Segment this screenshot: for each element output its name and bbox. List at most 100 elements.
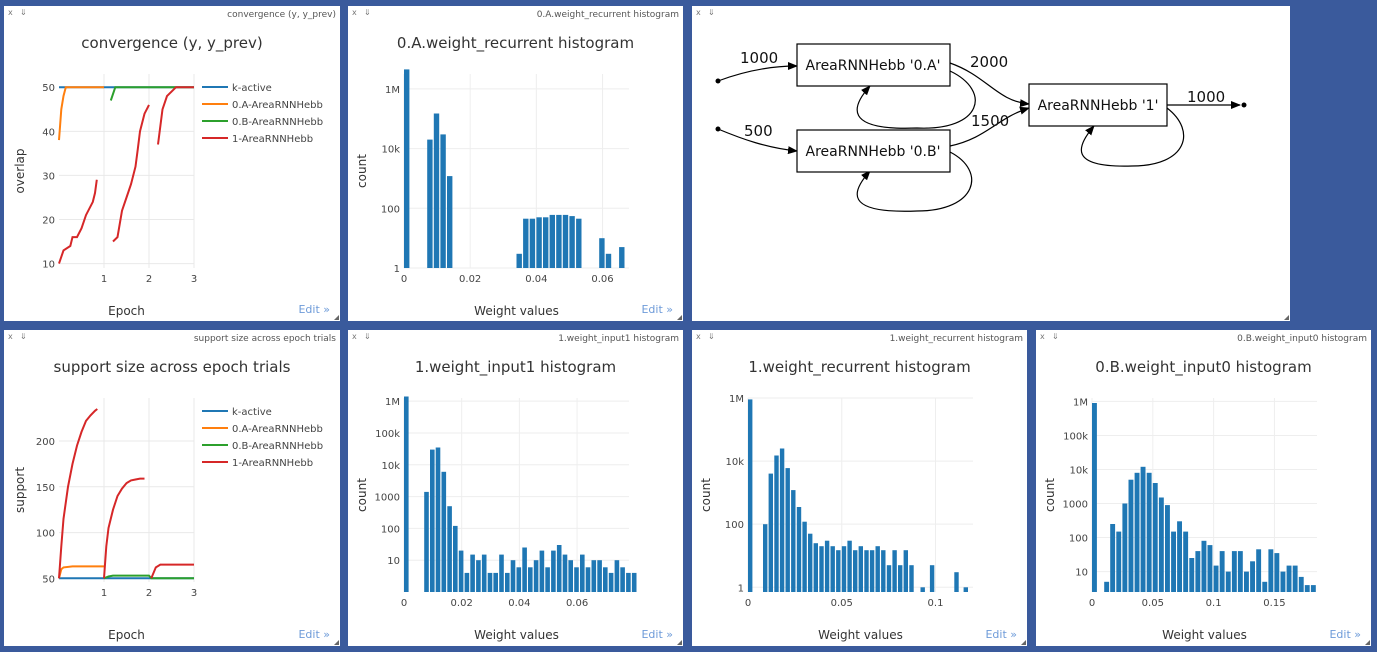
close-icon[interactable]: x	[696, 8, 701, 17]
histogram-bar	[1286, 565, 1292, 592]
x-axis-label: Weight values	[818, 628, 903, 642]
self-loop-1	[1080, 107, 1185, 167]
y-tick-label: 10k	[725, 457, 744, 468]
histogram-bar	[1116, 531, 1122, 592]
resize-handle[interactable]	[334, 640, 339, 645]
y-tick-label: 1M	[385, 85, 400, 96]
histogram-bar	[1158, 497, 1164, 592]
edit-link[interactable]: Edit »	[1329, 628, 1361, 641]
resize-handle[interactable]	[334, 315, 339, 320]
histogram-bar	[427, 139, 433, 268]
histogram-bar	[568, 560, 573, 592]
histogram-bar	[1183, 531, 1189, 592]
histogram-bar	[605, 253, 612, 268]
series-line	[58, 86, 104, 141]
y-tick-label: 100	[36, 529, 55, 540]
histogram-bar	[433, 113, 440, 268]
histogram-bar	[847, 540, 852, 592]
chart-title: support size across epoch trials	[54, 358, 291, 376]
edit-link[interactable]: Edit »	[298, 303, 330, 316]
histogram-bar	[808, 533, 813, 592]
y-tick-label: 100	[1069, 534, 1088, 545]
histogram-bar	[1213, 565, 1219, 592]
resize-handle[interactable]	[677, 315, 682, 320]
x-tick-label: 0	[745, 598, 751, 609]
download-icon[interactable]: ⇓	[364, 332, 371, 341]
histogram-bar	[796, 507, 802, 592]
download-icon[interactable]: ⇓	[364, 8, 371, 17]
resize-handle[interactable]	[1021, 640, 1026, 645]
series-line	[103, 574, 194, 580]
close-icon[interactable]: x	[8, 332, 13, 341]
histogram-bar	[1280, 571, 1286, 592]
histogram-bar	[1177, 521, 1182, 592]
y-tick-label: 100	[725, 520, 744, 531]
x-axis-label: Weight values	[474, 304, 559, 318]
x-tick-label: 3	[191, 274, 197, 285]
x-axis-label: Epoch	[108, 628, 145, 642]
close-icon[interactable]: x	[696, 332, 701, 341]
pane-caption: 1.weight_recurrent histogram	[889, 334, 1023, 344]
download-icon[interactable]: ⇓	[708, 332, 715, 341]
histogram-bar	[898, 565, 903, 592]
resize-handle[interactable]	[677, 640, 682, 645]
node-0a: AreaRNNHebb '0.A'	[796, 43, 951, 87]
edit-link[interactable]: Edit »	[985, 628, 1017, 641]
edit-link[interactable]: Edit »	[641, 303, 673, 316]
histogram-bar	[1250, 561, 1255, 592]
histogram-bar	[516, 253, 522, 268]
y-tick-label: 10k	[1069, 465, 1088, 476]
chart-title: convergence (y, y_prev)	[81, 34, 262, 53]
histogram-bar	[522, 547, 527, 592]
node-0b-label: AreaRNNHebb '0.B'	[806, 144, 941, 160]
close-icon[interactable]: x	[352, 332, 357, 341]
edge-label-0b-1: 1500	[971, 112, 1009, 130]
close-icon[interactable]: x	[1040, 332, 1045, 341]
edge-input-to-0b	[717, 128, 798, 155]
y-tick-label: 40	[42, 127, 55, 138]
histogram-bar	[1140, 466, 1146, 592]
pane-network-diagram: x ⇓ AreaRNNHebb '0.A' AreaRNNHebb '0.B'	[692, 6, 1290, 321]
legend-entry: 1-AreaRNNHebb	[232, 458, 313, 469]
histogram-bar	[453, 525, 458, 592]
edge-label-input-0b: 500	[744, 122, 773, 140]
histogram-bar	[819, 546, 824, 592]
histogram-bar	[869, 550, 875, 592]
histogram-bar	[785, 468, 790, 592]
download-icon[interactable]: ⇓	[1052, 332, 1059, 341]
histogram-bar	[892, 550, 897, 592]
self-loop-0b	[856, 151, 973, 212]
download-icon[interactable]: ⇓	[708, 8, 715, 17]
close-icon[interactable]: x	[352, 8, 357, 17]
histogram-bar	[435, 447, 441, 592]
series-line	[103, 477, 145, 579]
y-axis-label: overlap	[13, 148, 27, 193]
x-tick-label: 0.06	[566, 598, 588, 609]
download-icon[interactable]: ⇓	[20, 8, 27, 17]
histogram-bar	[748, 399, 753, 592]
histogram-bar	[569, 216, 575, 268]
close-icon[interactable]: x	[8, 8, 13, 17]
resize-handle[interactable]	[1365, 640, 1370, 645]
histogram-bar	[853, 550, 858, 592]
edit-link[interactable]: Edit »	[641, 628, 673, 641]
histogram-bar	[1146, 472, 1152, 592]
download-icon[interactable]: ⇓	[20, 332, 27, 341]
legend-entry: 0.A-AreaRNNHebb	[232, 424, 323, 435]
edge-label-0a-1: 2000	[970, 53, 1008, 71]
histogram-bar	[476, 560, 481, 592]
resize-handle[interactable]	[1284, 315, 1289, 320]
self-loop-0a	[856, 70, 976, 129]
histogram-bar	[1152, 483, 1158, 592]
x-tick-label: 2	[146, 588, 152, 599]
network-diagram: AreaRNNHebb '0.A' AreaRNNHebb '0.B' Area…	[715, 43, 1247, 212]
histogram-bar	[551, 550, 556, 592]
edit-link[interactable]: Edit »	[298, 628, 330, 641]
x-tick-label: 0.02	[459, 274, 481, 285]
histogram-bar	[875, 546, 880, 592]
y-axis-label: count	[355, 478, 369, 512]
histogram-bar	[580, 554, 585, 592]
histogram-bar	[1231, 551, 1237, 592]
y-tick-label: 1	[738, 583, 744, 594]
edge-0b-to-1	[949, 106, 1030, 147]
